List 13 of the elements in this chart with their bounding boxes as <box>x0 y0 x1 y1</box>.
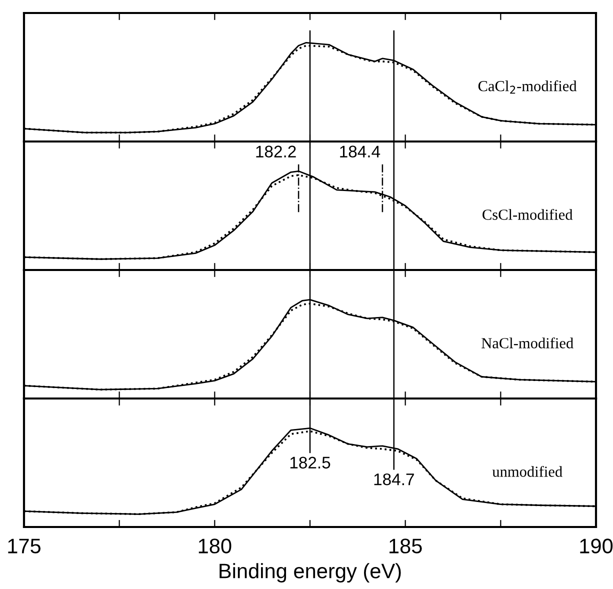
x-tick-label: 180 <box>198 538 232 554</box>
ref-line-label: 184.4 <box>340 146 380 158</box>
ref-line-label: 184.7 <box>374 473 414 486</box>
x-tick-label: 190 <box>580 538 613 554</box>
annotation: CsCl-modified <box>482 208 573 220</box>
x-tick-label: 175 <box>8 538 41 554</box>
annotation: NaCl-modified <box>482 337 574 348</box>
ref-line-label: 182.2 <box>256 146 296 158</box>
annotation: CaCl$_{2}$-modified <box>478 80 577 94</box>
x-axis-title: Binding energy (eV) <box>220 563 401 583</box>
ref-line-label: 182.5 <box>290 456 330 469</box>
x-tick-label: 185 <box>390 538 422 554</box>
annotation: unmodified <box>492 466 562 477</box>
